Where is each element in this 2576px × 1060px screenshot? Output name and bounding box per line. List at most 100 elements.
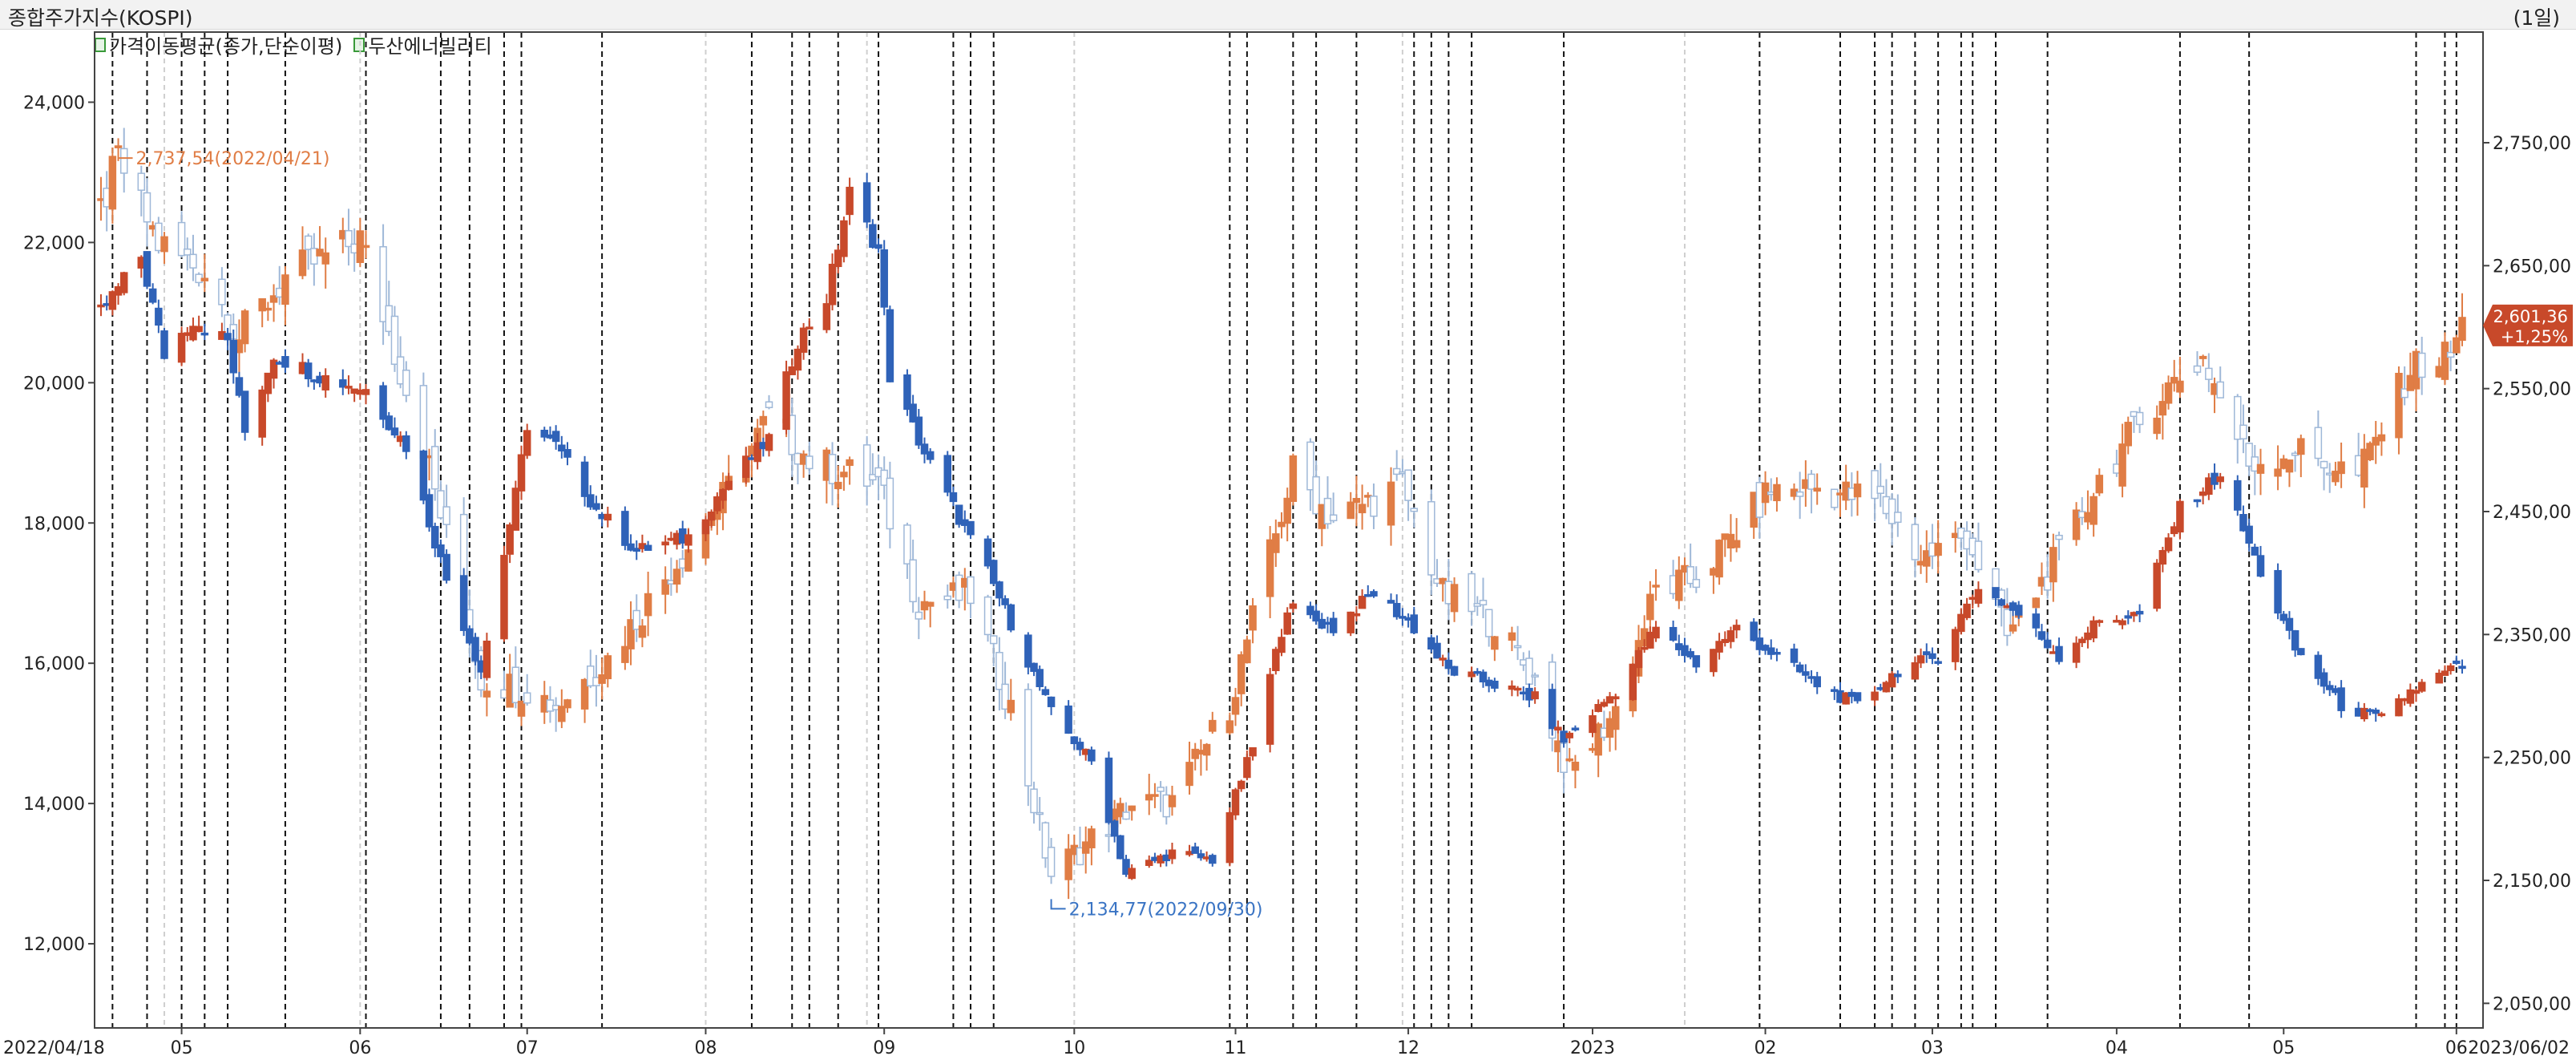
kospi-candle: [1807, 473, 1815, 490]
kospi-candle: [1329, 514, 1338, 522]
kospi-candle: [184, 248, 192, 256]
kospi-candle: [2458, 317, 2466, 342]
doosan-candle: [269, 359, 278, 379]
kospi-candle: [2446, 351, 2455, 358]
doosan-candle: [1347, 611, 1355, 633]
doosan-candle: [1974, 589, 1983, 604]
kospi-candle: [2170, 377, 2178, 384]
kospi-candle: [345, 229, 353, 248]
doosan-candle: [604, 513, 612, 521]
kospi-candle: [1209, 719, 1217, 732]
kospi-candle: [1347, 501, 1355, 520]
doosan-candle: [1392, 602, 1401, 617]
kospi-candle: [765, 401, 773, 409]
kospi-candle: [1773, 483, 1781, 502]
doosan-candle: [2441, 670, 2449, 676]
doosan-candle: [258, 389, 266, 438]
kospi-candle: [431, 446, 439, 490]
kospi-candle: [886, 477, 894, 530]
kospi-candle: [2366, 443, 2374, 461]
doosan-candle: [108, 291, 117, 310]
doosan-candle: [1853, 692, 1862, 702]
doosan-candle: [425, 494, 434, 528]
doosan-candle: [189, 326, 197, 341]
x-tick-label: 08: [694, 1038, 717, 1058]
checkbox-icon[interactable]: [353, 37, 365, 52]
doosan-candle: [1468, 671, 1476, 678]
kospi-candle: [684, 549, 692, 572]
doosan-candle: [1669, 626, 1678, 641]
kospi-candle: [632, 609, 640, 630]
doosan-candle: [511, 488, 520, 531]
doosan-candle: [1209, 855, 1217, 864]
doosan-candle: [2274, 569, 2282, 614]
doosan-candle: [1548, 689, 1557, 730]
doosan-candle: [1634, 649, 1643, 669]
kospi-candle: [1024, 689, 1032, 787]
kospi-candle: [638, 625, 647, 638]
doosan-candle: [1036, 669, 1044, 687]
doosan-candle: [345, 386, 353, 389]
legend-item-moving-average[interactable]: 가격이동평균(종가,단순이평): [95, 30, 342, 59]
kospi-candle: [1923, 550, 1931, 567]
doosan-candle: [1479, 671, 1488, 683]
doosan-candle: [1231, 789, 1240, 815]
doosan-candle: [155, 307, 163, 326]
candlestick-chart[interactable]: 12,000 14,000 16,000 18,000 20,000 22,000 24,0…: [0, 29, 2576, 1060]
kospi-candle: [2009, 624, 2017, 632]
doosan-candle: [1433, 642, 1441, 659]
kospi-candle: [943, 595, 951, 601]
doosan-candle: [2360, 707, 2368, 720]
doosan-candle: [644, 544, 652, 551]
kospi-candle: [915, 611, 923, 620]
kospi-candle: [379, 245, 387, 322]
doosan-candle: [1957, 613, 1965, 633]
doosan-candle: [1030, 662, 1038, 672]
doosan-candle: [1554, 726, 1562, 731]
doosan-candle: [2072, 642, 2081, 663]
doosan-candle: [869, 224, 877, 249]
kospi-candle: [2164, 382, 2173, 404]
doosan-candle: [506, 524, 514, 555]
doosan-candle: [880, 249, 888, 308]
kospi-candle: [511, 666, 520, 704]
doosan-candle: [1916, 655, 1925, 664]
doosan-candle: [2124, 615, 2132, 619]
doosan-candle: [1450, 666, 1459, 676]
right-tick-label: 2,350,00: [2493, 625, 2571, 645]
kospi-candle: [834, 481, 842, 490]
doosan-candle: [1934, 661, 1942, 664]
doosan-candle: [2205, 477, 2213, 496]
kospi-candle: [1116, 803, 1124, 818]
right-tick-label: 2,050,00: [2493, 994, 2571, 1014]
kospi-candle: [1404, 469, 1412, 501]
doosan-candle: [1243, 757, 1251, 779]
x-tick-label: 2023: [1570, 1038, 1615, 1058]
doosan-candle: [2118, 620, 2126, 625]
kospi-candle: [1484, 609, 1493, 637]
doosan-candle: [1652, 626, 1660, 639]
doosan-candle: [1041, 689, 1050, 695]
doosan-candle: [500, 555, 508, 640]
legend-item-doosan[interactable]: 두산에너빌리티: [353, 30, 492, 59]
doosan-candle: [390, 427, 399, 436]
doosan-candle: [862, 182, 871, 223]
doosan-candle: [1531, 691, 1539, 700]
doosan-candle: [2377, 713, 2386, 717]
period-label[interactable]: (1일): [2513, 6, 2560, 30]
doosan-candle: [2037, 631, 2046, 640]
kospi-candle: [2239, 424, 2247, 440]
kospi-candle: [361, 245, 370, 249]
kospi-candle: [482, 690, 491, 698]
high-annotation: 2,737,54(2022/04/21): [136, 149, 330, 169]
doosan-candle: [339, 379, 347, 388]
doosan-candle: [402, 435, 410, 452]
kospi-candle: [2216, 381, 2224, 399]
doosan-candle: [2412, 690, 2421, 694]
kospi-candle: [1715, 540, 1723, 578]
doosan-candle: [1145, 860, 1153, 866]
doosan-candle: [558, 444, 566, 452]
doosan-candle: [753, 442, 761, 463]
kospi-candle: [2332, 471, 2340, 483]
doosan-candle: [1370, 591, 1378, 597]
